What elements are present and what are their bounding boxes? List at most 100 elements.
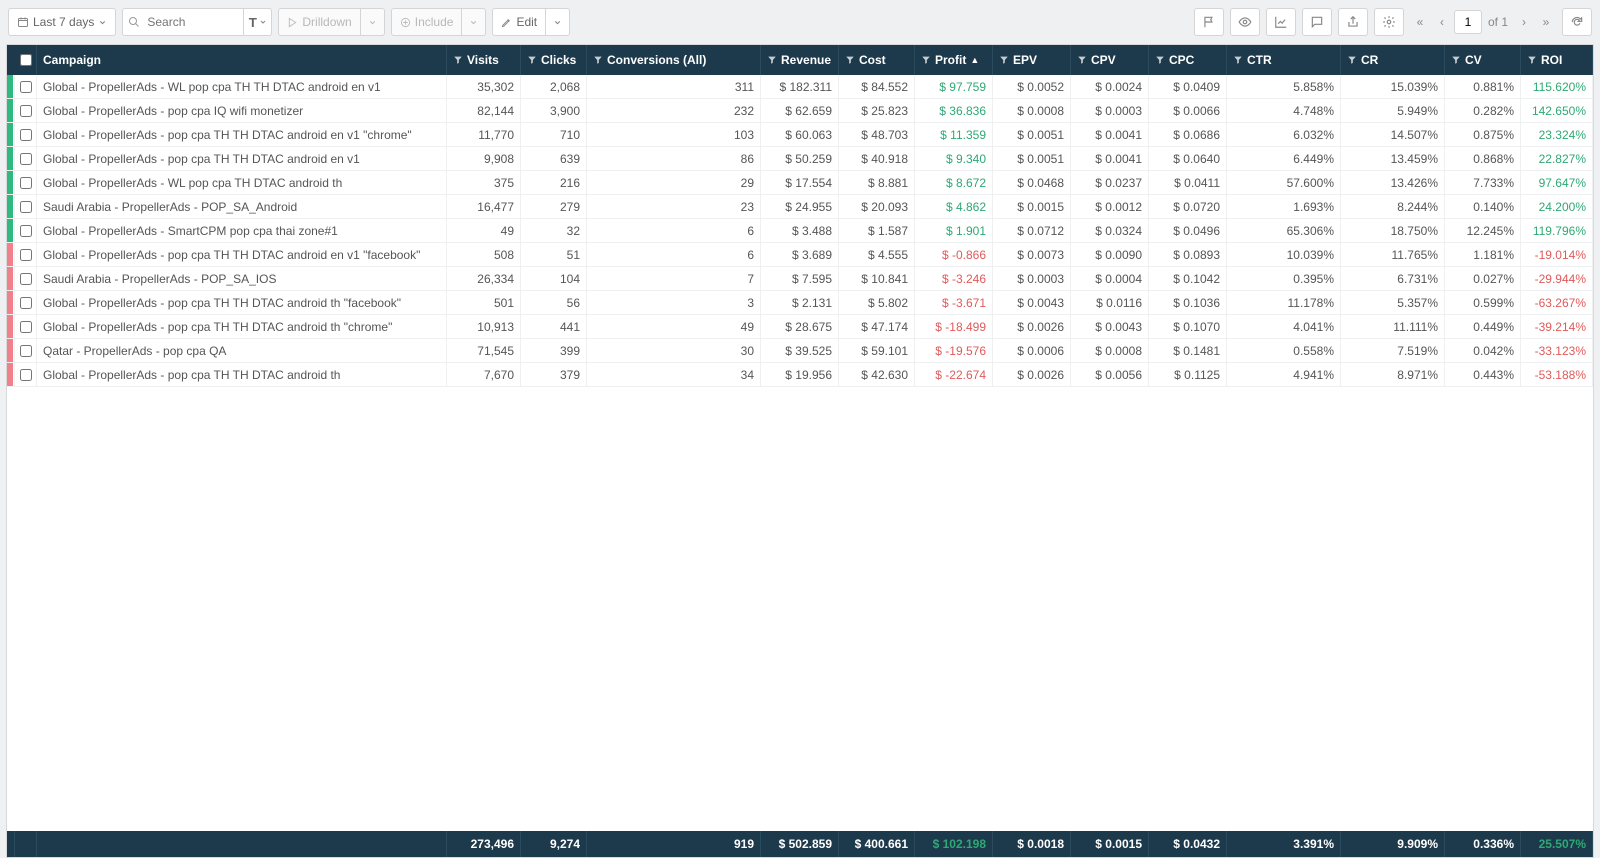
table-row[interactable]: Global - PropellerAds - WL pop cpa TH TH… xyxy=(7,75,1593,99)
date-range-button[interactable]: Last 7 days xyxy=(8,8,116,36)
table-row[interactable]: Global - PropellerAds - SmartCPM pop cpa… xyxy=(7,219,1593,243)
pager-next-button[interactable]: › xyxy=(1514,15,1534,29)
cell-revenue: $ 19.956 xyxy=(761,363,839,386)
pager-last-button[interactable]: » xyxy=(1536,15,1556,29)
row-checkbox[interactable] xyxy=(15,363,37,386)
cell-revenue: $ 62.659 xyxy=(761,99,839,122)
row-checkbox[interactable] xyxy=(15,243,37,266)
pager-current-input[interactable] xyxy=(1454,10,1482,34)
column-header-revenue[interactable]: Revenue xyxy=(761,45,839,75)
cell-cr: 15.039% xyxy=(1341,75,1445,98)
row-checkbox[interactable] xyxy=(15,195,37,218)
cell-cv: 0.027% xyxy=(1445,267,1521,290)
cell-clicks: 279 xyxy=(521,195,587,218)
cell-clicks: 51 xyxy=(521,243,587,266)
column-header-epv[interactable]: EPV xyxy=(993,45,1071,75)
table-row[interactable]: Global - PropellerAds - pop cpa TH TH DT… xyxy=(7,363,1593,387)
table-row[interactable]: Qatar - PropellerAds - pop cpa QA71,5453… xyxy=(7,339,1593,363)
cell-visits: 7,670 xyxy=(447,363,521,386)
cell-ctr: 57.600% xyxy=(1227,171,1341,194)
cell-cr: 13.426% xyxy=(1341,171,1445,194)
column-header-cv[interactable]: CV xyxy=(1445,45,1521,75)
table-row[interactable]: Global - PropellerAds - pop cpa TH TH DT… xyxy=(7,123,1593,147)
column-label: Cost xyxy=(859,53,886,67)
column-header-roi[interactable]: ROI xyxy=(1521,45,1593,75)
cell-cpc: $ 0.1070 xyxy=(1149,315,1227,338)
row-checkbox[interactable] xyxy=(15,99,37,122)
table-row[interactable]: Global - PropellerAds - pop cpa IQ wifi … xyxy=(7,99,1593,123)
cell-conv: 23 xyxy=(587,195,761,218)
cell-ctr: 11.178% xyxy=(1227,291,1341,314)
comment-button[interactable] xyxy=(1302,8,1332,36)
column-label: CV xyxy=(1465,53,1482,67)
edit-dropdown-button[interactable] xyxy=(546,8,570,36)
include-button[interactable]: Include xyxy=(391,8,463,36)
table-row[interactable]: Saudi Arabia - PropellerAds - POP_SA_And… xyxy=(7,195,1593,219)
total-cost: $ 400.661 xyxy=(839,831,915,857)
pager-first-button[interactable]: « xyxy=(1410,15,1430,29)
table-row[interactable]: Global - PropellerAds - pop cpa TH TH DT… xyxy=(7,315,1593,339)
row-checkbox[interactable] xyxy=(15,219,37,242)
column-header-cpv[interactable]: CPV xyxy=(1071,45,1149,75)
row-checkbox[interactable] xyxy=(15,75,37,98)
drilldown-button[interactable]: Drilldown xyxy=(278,8,360,36)
row-checkbox[interactable] xyxy=(15,267,37,290)
pager-total-label: of 1 xyxy=(1484,15,1512,29)
cell-revenue: $ 17.554 xyxy=(761,171,839,194)
cell-revenue: $ 28.675 xyxy=(761,315,839,338)
cell-cost: $ 59.101 xyxy=(839,339,915,362)
total-epv: $ 0.0018 xyxy=(993,831,1071,857)
column-header-ctr[interactable]: CTR xyxy=(1227,45,1341,75)
cell-cv: 0.599% xyxy=(1445,291,1521,314)
row-checkbox[interactable] xyxy=(15,171,37,194)
row-checkbox[interactable] xyxy=(15,315,37,338)
cell-roi: 97.647% xyxy=(1521,171,1593,194)
pencil-icon xyxy=(501,17,512,28)
refresh-button[interactable] xyxy=(1562,8,1592,36)
edit-button[interactable]: Edit xyxy=(492,8,546,36)
chart-icon xyxy=(1274,15,1288,29)
search-input[interactable] xyxy=(122,8,244,36)
flag-button[interactable] xyxy=(1194,8,1224,36)
filter-icon xyxy=(1451,55,1461,65)
column-header-cpc[interactable]: CPC xyxy=(1149,45,1227,75)
cell-epv: $ 0.0043 xyxy=(993,291,1071,314)
column-header-clicks[interactable]: Clicks xyxy=(521,45,587,75)
cell-visits: 11,770 xyxy=(447,123,521,146)
search-type-button[interactable]: T xyxy=(244,8,272,36)
total-clicks: 9,274 xyxy=(521,831,587,857)
cell-cv: 12.245% xyxy=(1445,219,1521,242)
row-checkbox[interactable] xyxy=(15,339,37,362)
settings-button[interactable] xyxy=(1374,8,1404,36)
table-row[interactable]: Global - PropellerAds - pop cpa TH TH DT… xyxy=(7,243,1593,267)
row-checkbox[interactable] xyxy=(15,291,37,314)
column-header-profit[interactable]: Profit▲ xyxy=(915,45,993,75)
eye-button[interactable] xyxy=(1230,8,1260,36)
column-label: CTR xyxy=(1247,53,1272,67)
include-dropdown-button[interactable] xyxy=(462,8,486,36)
status-indicator xyxy=(7,363,13,386)
column-header-conv[interactable]: Conversions (All) xyxy=(587,45,761,75)
cell-campaign: Saudi Arabia - PropellerAds - POP_SA_And… xyxy=(37,195,447,218)
cell-cpv: $ 0.0024 xyxy=(1071,75,1149,98)
row-checkbox[interactable] xyxy=(15,147,37,170)
column-header-cr[interactable]: CR xyxy=(1341,45,1445,75)
chart-button[interactable] xyxy=(1266,8,1296,36)
drilldown-dropdown-button[interactable] xyxy=(361,8,385,36)
total-revenue: $ 502.859 xyxy=(761,831,839,857)
column-header-visits[interactable]: Visits xyxy=(447,45,521,75)
pager-prev-button[interactable]: ‹ xyxy=(1432,15,1452,29)
status-indicator xyxy=(7,99,13,122)
table-row[interactable]: Global - PropellerAds - WL pop cpa TH DT… xyxy=(7,171,1593,195)
table-row[interactable]: Global - PropellerAds - pop cpa TH TH DT… xyxy=(7,147,1593,171)
cell-clicks: 216 xyxy=(521,171,587,194)
export-button[interactable] xyxy=(1338,8,1368,36)
cell-profit: $ -22.674 xyxy=(915,363,993,386)
cell-clicks: 32 xyxy=(521,219,587,242)
row-checkbox[interactable] xyxy=(15,123,37,146)
column-header-cost[interactable]: Cost xyxy=(839,45,915,75)
table-row[interactable]: Global - PropellerAds - pop cpa TH TH DT… xyxy=(7,291,1593,315)
table-row[interactable]: Saudi Arabia - PropellerAds - POP_SA_IOS… xyxy=(7,267,1593,291)
select-all-checkbox[interactable] xyxy=(15,45,37,75)
column-header-campaign[interactable]: Campaign xyxy=(37,45,447,75)
